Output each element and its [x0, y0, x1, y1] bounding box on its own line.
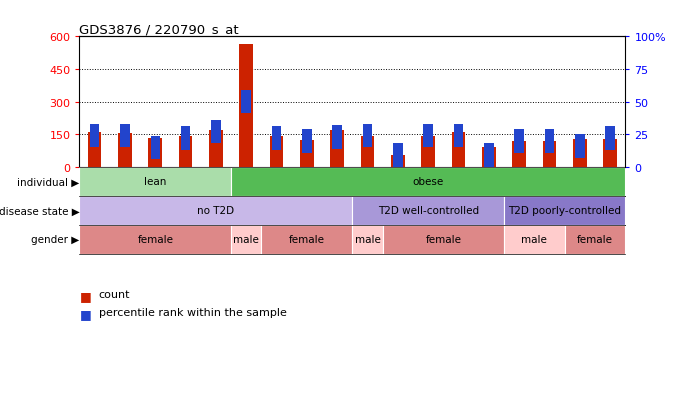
Bar	[383, 225, 504, 254]
Bar	[573, 140, 587, 168]
Bar	[504, 196, 625, 225]
Bar	[424, 124, 433, 148]
Text: no T2D: no T2D	[198, 206, 234, 216]
Text: gender ▶: gender ▶	[31, 235, 79, 244]
Text: T2D poorly-controlled: T2D poorly-controlled	[508, 206, 621, 216]
Bar	[118, 133, 132, 168]
Bar	[300, 140, 314, 168]
Text: female: female	[426, 235, 462, 244]
Bar	[605, 127, 615, 151]
Bar	[545, 130, 554, 153]
Bar	[332, 126, 342, 149]
Bar	[363, 124, 372, 148]
Bar	[79, 168, 231, 196]
Bar	[391, 156, 405, 168]
Text: individual ▶: individual ▶	[17, 177, 79, 187]
Bar	[149, 138, 162, 168]
Bar	[240, 45, 253, 168]
Text: lean: lean	[144, 177, 167, 187]
Bar	[272, 127, 281, 151]
Bar	[269, 137, 283, 168]
Text: count: count	[99, 289, 131, 299]
Text: ■: ■	[79, 289, 91, 302]
Bar	[603, 140, 617, 168]
Bar	[79, 225, 231, 254]
Text: GDS3876 / 220790_s_at: GDS3876 / 220790_s_at	[79, 23, 239, 36]
Text: obese: obese	[413, 177, 444, 187]
Bar	[452, 132, 465, 168]
Text: disease state ▶: disease state ▶	[0, 206, 79, 216]
Bar	[209, 131, 223, 168]
Bar	[454, 124, 464, 148]
Bar	[361, 136, 375, 168]
Bar	[90, 124, 100, 148]
Bar	[231, 168, 625, 196]
Bar	[302, 130, 312, 153]
Text: ■: ■	[79, 308, 91, 320]
Bar	[482, 148, 495, 168]
Bar	[120, 124, 130, 148]
Bar	[352, 225, 383, 254]
Bar	[575, 135, 585, 159]
Bar	[151, 136, 160, 160]
Text: T2D well-controlled: T2D well-controlled	[378, 206, 479, 216]
Text: male: male	[234, 235, 259, 244]
Bar	[484, 144, 493, 168]
Bar	[211, 121, 220, 144]
Bar	[514, 130, 524, 153]
Bar	[231, 225, 261, 254]
Bar	[504, 225, 565, 254]
Bar	[241, 90, 251, 114]
Bar	[422, 136, 435, 168]
Bar	[261, 225, 352, 254]
Bar	[352, 196, 504, 225]
Bar	[179, 136, 192, 168]
Text: percentile rank within the sample: percentile rank within the sample	[99, 308, 287, 318]
Text: male: male	[354, 235, 381, 244]
Text: female: female	[577, 235, 613, 244]
Text: female: female	[138, 235, 173, 244]
Text: male: male	[522, 235, 547, 244]
Bar	[393, 144, 403, 168]
Bar	[513, 141, 526, 168]
Bar	[181, 127, 191, 151]
Bar	[79, 196, 352, 225]
Bar	[330, 131, 344, 168]
Bar	[565, 225, 625, 254]
Bar	[542, 141, 556, 168]
Text: female: female	[289, 235, 325, 244]
Bar	[88, 133, 102, 168]
